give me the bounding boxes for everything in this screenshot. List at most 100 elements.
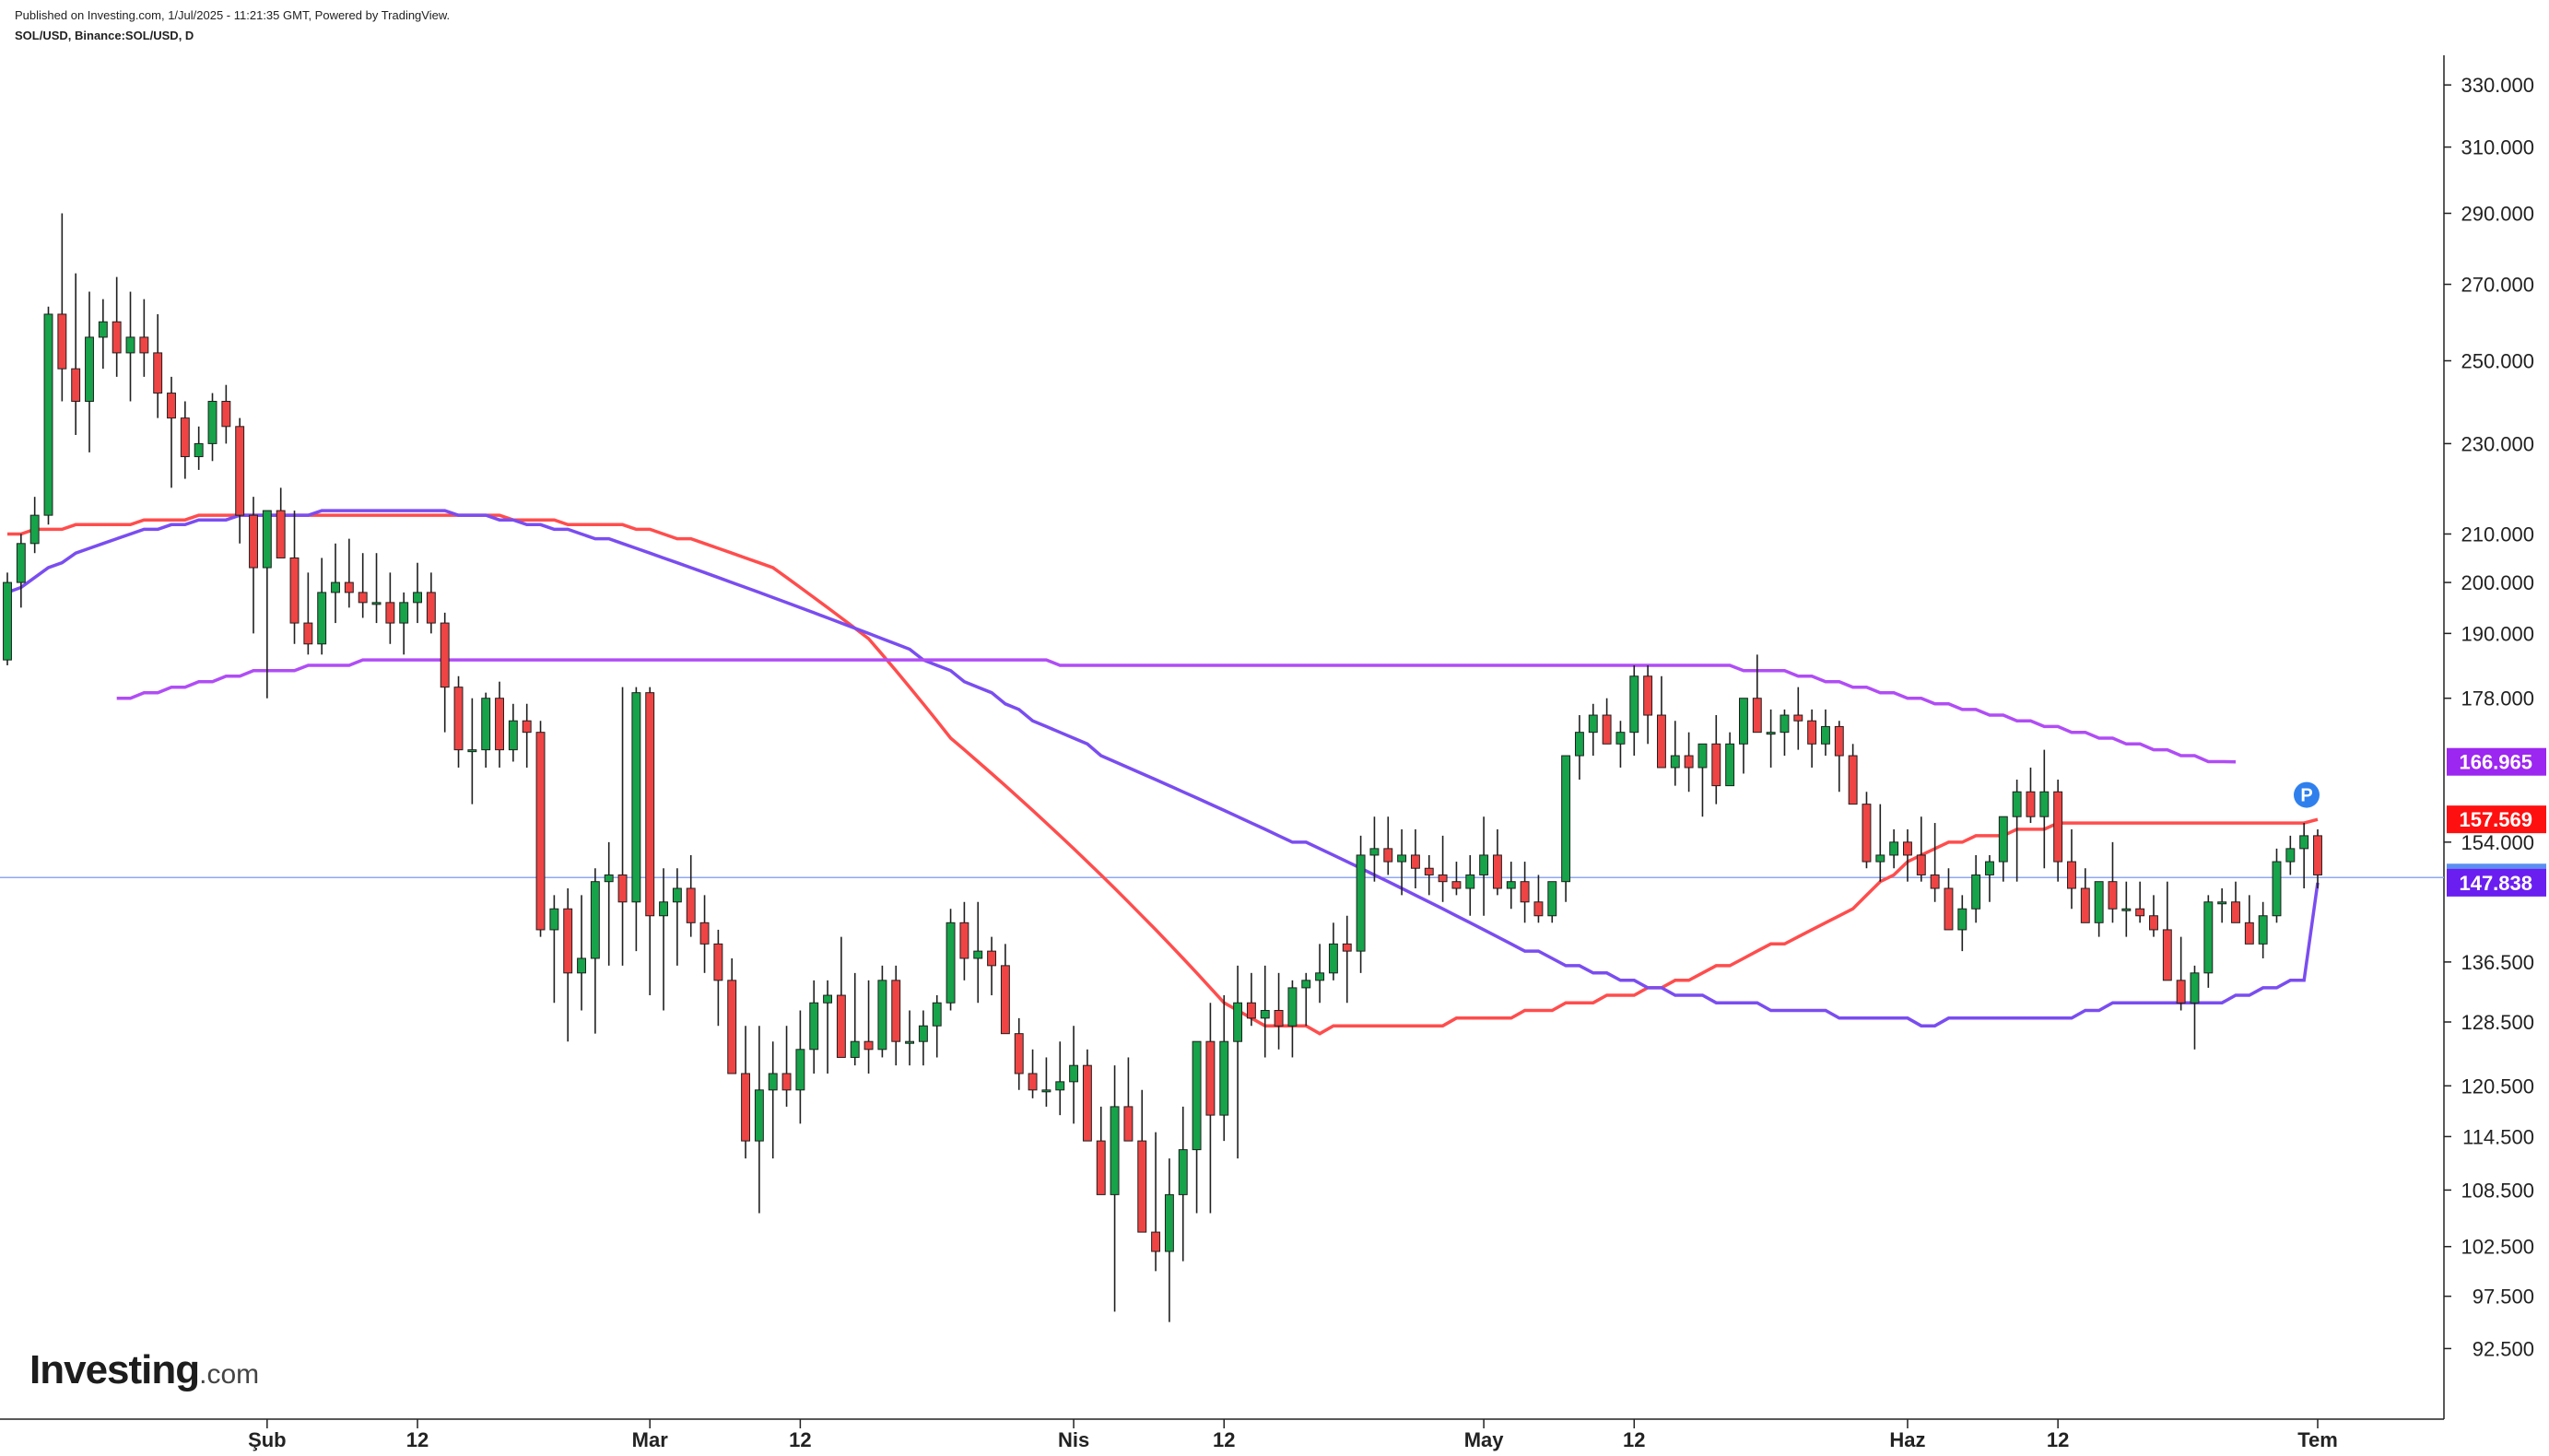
candle-body <box>303 622 313 645</box>
candle-body <box>1985 861 1994 875</box>
candle-body <box>1588 714 1598 734</box>
candle-body <box>2231 901 2240 923</box>
candle-body <box>1424 867 1434 875</box>
candle-body <box>1903 841 1912 856</box>
logo-suffix: .com <box>199 1359 260 1390</box>
price-label-box <box>2447 805 2546 834</box>
candle-body <box>713 943 723 981</box>
candle-body <box>1834 725 1844 757</box>
candle-body <box>891 980 901 1042</box>
candle-body <box>1643 675 1653 716</box>
candle-body <box>959 922 969 959</box>
candle-body <box>2039 791 2050 817</box>
candle-body <box>1547 881 1557 917</box>
price-label-text: 166.965 <box>2459 751 2532 774</box>
candle-body <box>43 313 53 516</box>
candle-body <box>1492 854 1502 889</box>
candle-body <box>180 417 190 458</box>
candle-body <box>863 1040 874 1051</box>
candle-body <box>795 1049 805 1091</box>
candle-body <box>1739 698 1748 745</box>
candle-body <box>1014 1033 1024 1074</box>
candle-body <box>1205 1040 1216 1116</box>
candle-body <box>1875 854 1885 863</box>
candle-body <box>1410 854 1420 869</box>
candle-body <box>1520 881 1530 903</box>
candle-body <box>1725 743 1735 787</box>
candle-body <box>207 401 217 444</box>
candle-body <box>1971 874 1981 910</box>
candle-body <box>1629 675 1639 734</box>
candle-body <box>973 950 983 959</box>
candle-body <box>741 1073 751 1142</box>
candle-body <box>2203 901 2214 974</box>
symbol-label: SOL/USD, Binance:SOL/USD, D <box>15 29 194 42</box>
candle-body <box>1780 714 1790 734</box>
candle-body <box>1711 743 1721 787</box>
candle-body <box>932 1002 942 1027</box>
candle-body <box>2299 835 2309 850</box>
candle-body <box>317 592 327 645</box>
candle-body <box>2080 887 2090 923</box>
y-tick-label: 108.500 <box>2461 1179 2534 1202</box>
price-label-text: 157.569 <box>2459 808 2532 831</box>
candle-body <box>276 510 286 558</box>
x-tick-label: 12 <box>789 1428 811 1451</box>
y-tick-label: 114.500 <box>2462 1125 2534 1148</box>
candle-body <box>2190 972 2200 1004</box>
moving-average-line <box>6 509 2320 1027</box>
candle-body <box>1055 1081 1065 1091</box>
candle-body <box>98 321 108 338</box>
candle-body <box>850 1040 860 1058</box>
x-tick-label: Şub <box>248 1428 287 1451</box>
candle-body <box>1137 1140 1147 1233</box>
candle-body <box>617 874 628 903</box>
candle-body <box>522 720 532 734</box>
candle-body <box>344 581 354 593</box>
candle-body <box>2108 881 2118 910</box>
candle-body <box>1615 732 1626 745</box>
candle-body <box>2012 791 2022 817</box>
candle-body <box>139 336 149 354</box>
candle-body <box>1328 943 1338 974</box>
candle-body <box>1287 987 1298 1027</box>
candle-body <box>1670 755 1680 769</box>
candle-body <box>645 692 655 917</box>
candle-body <box>1807 720 1817 745</box>
published-note: Published on Investing.com, 1/Jul/2025 -… <box>15 8 451 22</box>
candle-body <box>1916 854 1926 875</box>
candle-body <box>331 581 340 593</box>
candle-body <box>2026 791 2036 817</box>
price-label-text: 147.838 <box>2459 872 2532 895</box>
y-tick-label: 178.000 <box>2461 687 2534 710</box>
candle-body <box>1028 1073 1038 1091</box>
candle-body <box>2162 929 2172 981</box>
price-label-box <box>2447 747 2546 776</box>
y-tick-label: 290.000 <box>2461 202 2534 225</box>
candle-body <box>781 1073 792 1091</box>
y-tick-label: 210.000 <box>2461 523 2534 546</box>
x-tick-label: 12 <box>1213 1428 1235 1451</box>
candle-body <box>1274 1010 1284 1027</box>
candle-body <box>2094 881 2104 923</box>
candle-body <box>29 514 40 545</box>
candle-body <box>590 881 600 959</box>
candle-body <box>1397 854 1407 863</box>
candle-body <box>1301 980 1311 989</box>
candle-body <box>549 908 559 931</box>
y-tick-label: 250.000 <box>2461 350 2534 373</box>
candle-body <box>221 401 231 428</box>
y-tick-label: 270.000 <box>2461 274 2534 297</box>
y-tick-label: 200.000 <box>2461 571 2534 594</box>
candle-body <box>85 336 94 403</box>
candle-body <box>1752 698 1762 734</box>
candle-body <box>946 922 956 1004</box>
candle-body <box>877 980 887 1051</box>
candle-body <box>1260 1010 1270 1019</box>
candle-body <box>1944 887 1954 931</box>
candle-body <box>249 514 258 569</box>
candle-body <box>153 352 163 394</box>
candle-body <box>672 887 682 903</box>
candle-body <box>563 908 573 974</box>
